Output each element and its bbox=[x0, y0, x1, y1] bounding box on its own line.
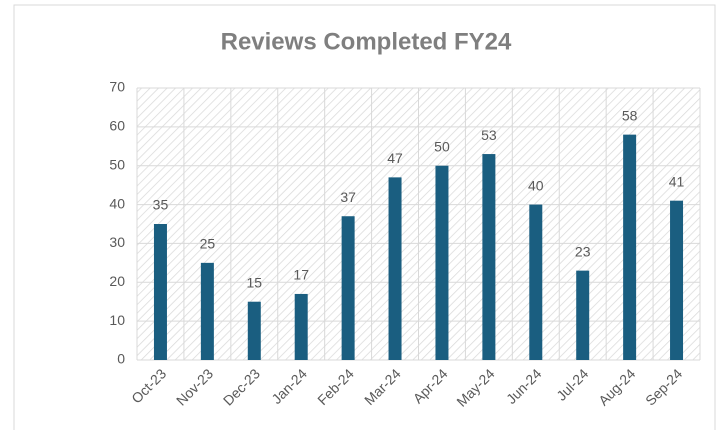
bar bbox=[576, 270, 590, 360]
y-tick-label: 0 bbox=[117, 351, 125, 367]
value-label: 40 bbox=[528, 177, 544, 193]
value-label: 15 bbox=[247, 274, 263, 290]
bar bbox=[529, 204, 543, 360]
value-label: 17 bbox=[293, 267, 309, 283]
bar bbox=[341, 216, 355, 360]
bar bbox=[482, 154, 496, 360]
value-label: 58 bbox=[622, 107, 638, 123]
bar bbox=[388, 177, 402, 360]
y-tick-label: 20 bbox=[109, 273, 125, 289]
value-label: 23 bbox=[575, 243, 591, 259]
value-label: 35 bbox=[153, 197, 169, 213]
value-label: 47 bbox=[387, 150, 403, 166]
value-label: 25 bbox=[200, 236, 216, 252]
y-tick-label: 30 bbox=[109, 234, 125, 250]
bar bbox=[153, 224, 167, 360]
chart-title: Reviews Completed FY24 bbox=[221, 28, 512, 55]
bar bbox=[623, 134, 637, 360]
value-label: 41 bbox=[669, 173, 685, 189]
value-label: 37 bbox=[340, 189, 356, 205]
y-tick-label: 60 bbox=[109, 118, 125, 134]
value-label: 50 bbox=[434, 138, 450, 154]
value-label: 53 bbox=[481, 127, 497, 143]
y-tick-label: 10 bbox=[109, 312, 125, 328]
y-tick-label: 40 bbox=[109, 195, 125, 211]
bar bbox=[435, 165, 449, 360]
bar bbox=[294, 293, 308, 360]
bar bbox=[247, 301, 261, 360]
y-tick-label: 50 bbox=[109, 156, 125, 172]
y-tick-label: 70 bbox=[109, 79, 125, 95]
bar bbox=[200, 262, 214, 360]
bar bbox=[670, 200, 684, 360]
